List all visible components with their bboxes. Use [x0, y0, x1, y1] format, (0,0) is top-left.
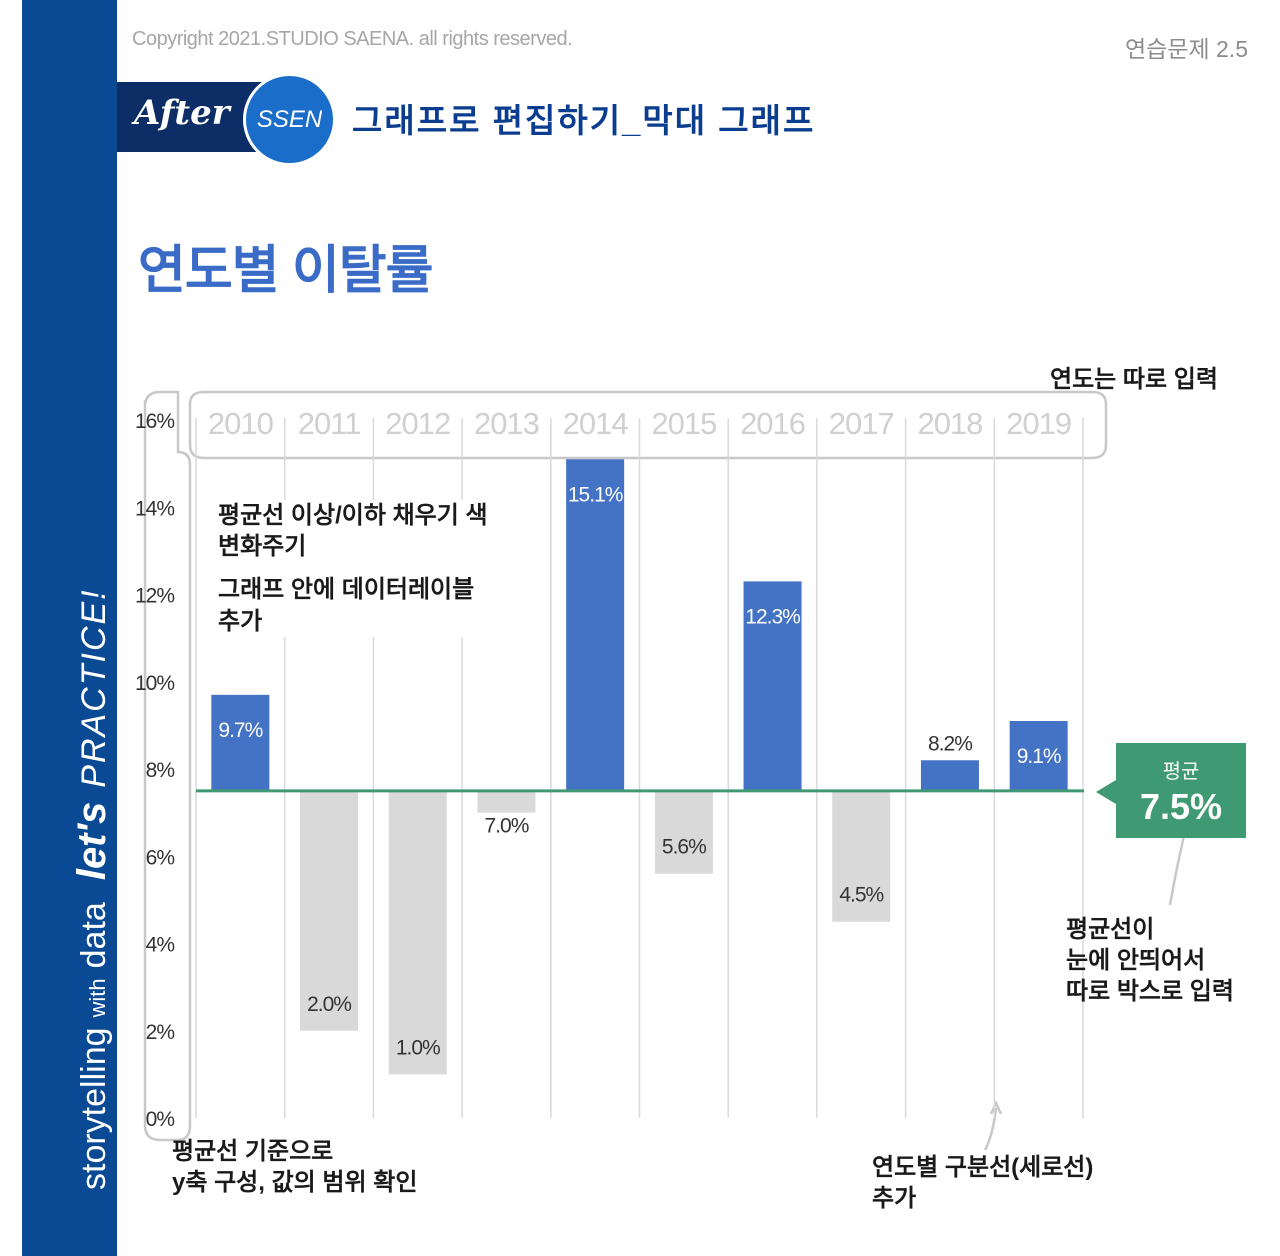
note-axis-line1: 평균선 기준으로	[172, 1138, 334, 1165]
divider-arrowhead	[989, 1099, 1003, 1115]
year-label-2016: 2016	[740, 406, 805, 441]
bar-2013	[477, 790, 536, 813]
bar-2014	[566, 459, 625, 791]
note-fill-line2: 변화주기	[218, 533, 307, 561]
bar-2012	[388, 790, 447, 1075]
bar-2017	[832, 790, 891, 922]
chart-title: 연도별 이탈률	[138, 242, 433, 300]
data-label-2014: 15.1%	[568, 483, 623, 506]
sidebar	[22, 0, 117, 1256]
bar-2019	[1009, 721, 1068, 791]
data-label-2012: 1.0%	[396, 1036, 440, 1059]
avg-arrow	[1168, 827, 1188, 906]
year-label-2010: 2010	[208, 406, 274, 441]
bar-2016	[743, 581, 802, 791]
note-fill-color: 평균선 이상/이하 채우기 색 변화주기 그래프 안에 데이터레이블 추가	[218, 500, 488, 637]
note-label-line2: 추가	[218, 607, 263, 635]
year-label-2011: 2011	[298, 406, 361, 441]
average-box-label: 평균	[1162, 761, 1200, 783]
y-tick-label: 6%	[146, 846, 175, 869]
data-label-2017: 4.5%	[839, 884, 883, 907]
y-tick-label: 10%	[135, 672, 174, 695]
y-tick-label: 14%	[135, 497, 174, 520]
note-axis-line2: y축 구성, 값의 범위 확인	[172, 1169, 418, 1197]
y-tick-label: 8%	[146, 759, 175, 782]
note-label-line1: 그래프 안에 데이터레이블	[218, 576, 475, 604]
data-label-2019: 9.1%	[1017, 745, 1061, 768]
year-label-2018: 2018	[917, 406, 982, 441]
copyright-text: Copyright 2021.STUDIO SAENA. all rights …	[132, 28, 573, 50]
bar-2010	[211, 694, 270, 791]
note-dividers: 연도별 구분선(세로선) 추가	[872, 1152, 1093, 1214]
year-label-2019: 2019	[1006, 406, 1071, 441]
average-box-value: 7.5%	[1139, 786, 1223, 827]
bar-2011	[300, 790, 359, 1031]
note-axis: 평균선 기준으로 y축 구성, 값의 범위 확인	[172, 1136, 417, 1198]
bar-2015	[654, 790, 713, 874]
ssen-label: SSEN	[256, 105, 323, 133]
year-label-2014: 2014	[563, 406, 629, 441]
year-label-2015: 2015	[651, 406, 716, 441]
exercise-label: 연습문제 2.5	[1124, 36, 1248, 62]
year-bracket	[188, 390, 1108, 460]
note-avg-line2: 눈에 안띄어서	[1066, 947, 1206, 975]
year-label-2013: 2013	[474, 406, 539, 441]
year-label-2012: 2012	[385, 406, 450, 441]
y-tick-label: 12%	[135, 585, 174, 608]
average-box: 평균 7.5%	[1116, 743, 1246, 838]
data-label-2018: 8.2%	[928, 732, 972, 755]
note-divider-line1: 연도별 구분선(세로선)	[872, 1154, 1094, 1181]
yaxis-bracket	[143, 390, 192, 1142]
year-label-2017: 2017	[829, 406, 894, 441]
note-avg-line1: 평균선이	[1066, 916, 1155, 943]
data-label-2016: 12.3%	[745, 605, 800, 628]
note-divider-line2: 추가	[872, 1185, 917, 1213]
y-tick-label: 16%	[135, 410, 174, 433]
y-tick-label: 2%	[146, 1021, 175, 1044]
data-label-2010: 9.7%	[218, 719, 262, 742]
data-label-2011: 2.0%	[307, 993, 351, 1016]
page-subtitle: 그래프로 편집하기_막대 그래프	[352, 102, 816, 139]
data-label-2013: 7.0%	[485, 815, 529, 838]
average-box-pointer	[1096, 780, 1116, 804]
note-fill-line1: 평균선 이상/이하 채우기 색	[218, 502, 488, 529]
data-label-2015: 5.6%	[662, 836, 706, 859]
note-years: 연도는 따로 입력	[1050, 366, 1218, 393]
y-tick-label: 4%	[146, 934, 175, 957]
divider-arrow	[983, 1107, 998, 1151]
note-average: 평균선이 눈에 안띄어서 따로 박스로 입력	[1066, 914, 1234, 1008]
note-avg-line3: 따로 박스로 입력	[1066, 978, 1234, 1006]
after-label: After	[134, 93, 230, 133]
y-tick-label: 0%	[146, 1108, 175, 1131]
ssen-badge: SSEN	[243, 73, 336, 166]
bar-2018	[920, 760, 979, 791]
